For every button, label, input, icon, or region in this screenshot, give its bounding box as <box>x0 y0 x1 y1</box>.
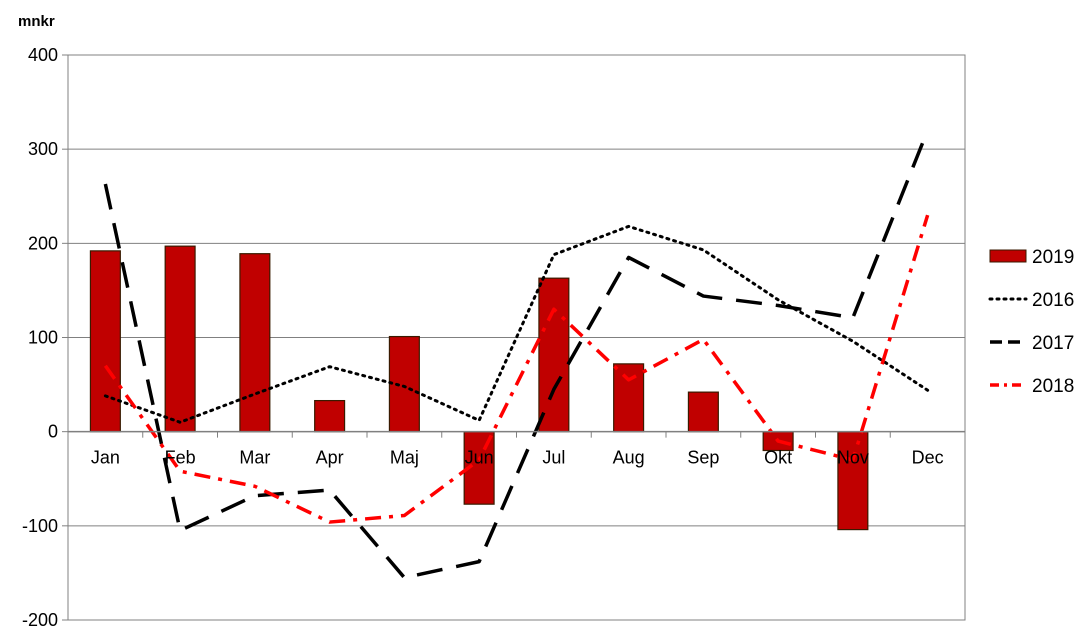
legend-label-2019: 2019 <box>1032 247 1074 268</box>
x-tick-label: Sep <box>687 448 719 468</box>
legend-label-2018: 2018 <box>1032 376 1074 397</box>
legend-label-2017: 2017 <box>1032 333 1074 354</box>
legend: 2019 2016 2017 2018 <box>988 247 1074 397</box>
y-tick-label: 100 <box>28 328 58 348</box>
line-2018 <box>103 214 930 524</box>
x-tick-label: Jan <box>91 448 120 468</box>
bar-series-2019 <box>89 245 869 531</box>
legend-label-2016: 2016 <box>1032 290 1074 311</box>
legend-swatch-2019 <box>989 249 1027 263</box>
line-2016 <box>103 224 930 424</box>
x-tick-label: Dec <box>912 448 944 468</box>
x-axis-tick-labels: Jan Feb Mar Apr Maj Jun Jul Aug Sep Okt Nov Dec <box>91 448 944 468</box>
x-tick-label: Maj <box>390 448 419 468</box>
line-2017 <box>103 129 930 580</box>
y-tick-label: -100 <box>22 516 58 536</box>
y-tick-label: 200 <box>28 233 58 253</box>
bar-mar <box>239 253 271 433</box>
y-axis-tick-labels: 400 300 200 100 0 -100 -200 <box>22 45 58 628</box>
x-tick-label: Aug <box>613 448 645 468</box>
bar-jul <box>538 277 570 433</box>
x-tick-label: Jul <box>542 448 565 468</box>
line-series <box>103 129 930 580</box>
y-tick-label: -200 <box>22 610 58 628</box>
bar-maj <box>388 335 420 433</box>
unit-label: mnkr <box>18 13 55 30</box>
x-tick-label: Mar <box>239 448 270 468</box>
x-tick-label: Okt <box>764 448 792 468</box>
y-tick-label: 0 <box>48 422 58 442</box>
bar-feb <box>164 245 196 433</box>
x-tick-label: Feb <box>165 448 196 468</box>
axes <box>62 54 966 621</box>
bar-aug <box>613 363 645 433</box>
y-tick-label: 400 <box>28 45 58 65</box>
x-tick-label: Apr <box>316 448 344 468</box>
bar-sep <box>687 391 719 433</box>
x-tick-label: Nov <box>837 448 869 468</box>
bar-jan <box>89 250 121 433</box>
y-tick-label: 300 <box>28 139 58 159</box>
bar-apr <box>314 399 346 433</box>
x-tick-label: Jun <box>465 448 494 468</box>
bar-nov <box>837 431 869 531</box>
